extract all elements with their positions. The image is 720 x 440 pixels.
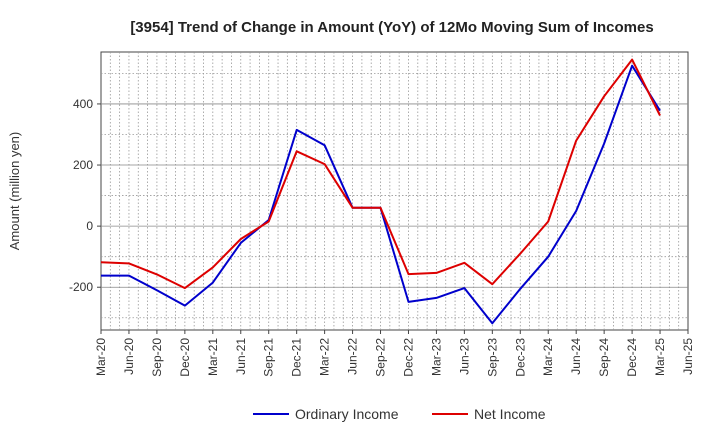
- plot-area: -200 0 200 400 Mar-20 Jun-20 Sep-20 Dec-20 Mar-2…: [69, 51, 695, 377]
- legend: Ordinary Income Net Income: [253, 406, 546, 422]
- x-tick-label: Jun-24: [569, 338, 583, 375]
- x-tick-label: Sep-21: [262, 338, 276, 377]
- chart-title: [3954] Trend of Change in Amount (YoY) o…: [130, 19, 653, 36]
- legend-label: Ordinary Income: [295, 406, 399, 422]
- y-tick-label: 400: [73, 97, 93, 111]
- x-tick-label: Jun-21: [234, 338, 248, 375]
- x-tick-label: Mar-20: [94, 338, 108, 376]
- x-tick-label: Sep-20: [150, 338, 164, 377]
- x-tick-label: Jun-23: [457, 338, 471, 375]
- x-tick-label: Sep-22: [374, 338, 388, 377]
- x-tick-label: Mar-21: [206, 338, 220, 376]
- y-tick-label: 200: [73, 158, 93, 172]
- y-tick-label: -200: [69, 280, 93, 294]
- x-tick-label: Dec-20: [178, 338, 192, 377]
- x-tick-label: Sep-24: [597, 338, 611, 377]
- x-tick-label: Mar-23: [429, 338, 443, 376]
- series-line-net-income: [100, 58, 661, 290]
- x-tick-label: Mar-24: [541, 338, 555, 376]
- x-tick-label: Dec-22: [401, 338, 415, 377]
- x-tick-label: Jun-22: [346, 338, 360, 375]
- x-tick-label: Dec-24: [625, 338, 639, 377]
- x-tick-label: Jun-25: [681, 338, 695, 375]
- x-tick-label: Mar-25: [653, 338, 667, 376]
- x-tick-label: Dec-23: [513, 338, 527, 377]
- y-tick-label: 0: [86, 219, 93, 233]
- legend-label: Net Income: [474, 406, 546, 422]
- x-tick-label: Sep-23: [485, 338, 499, 377]
- plot-frame: [100, 51, 689, 331]
- x-tick-label: Mar-22: [318, 338, 332, 376]
- y-axis-label: Amount (million yen): [7, 132, 22, 251]
- x-tick-label: Jun-20: [122, 338, 136, 375]
- x-tick-label: Dec-21: [290, 338, 304, 377]
